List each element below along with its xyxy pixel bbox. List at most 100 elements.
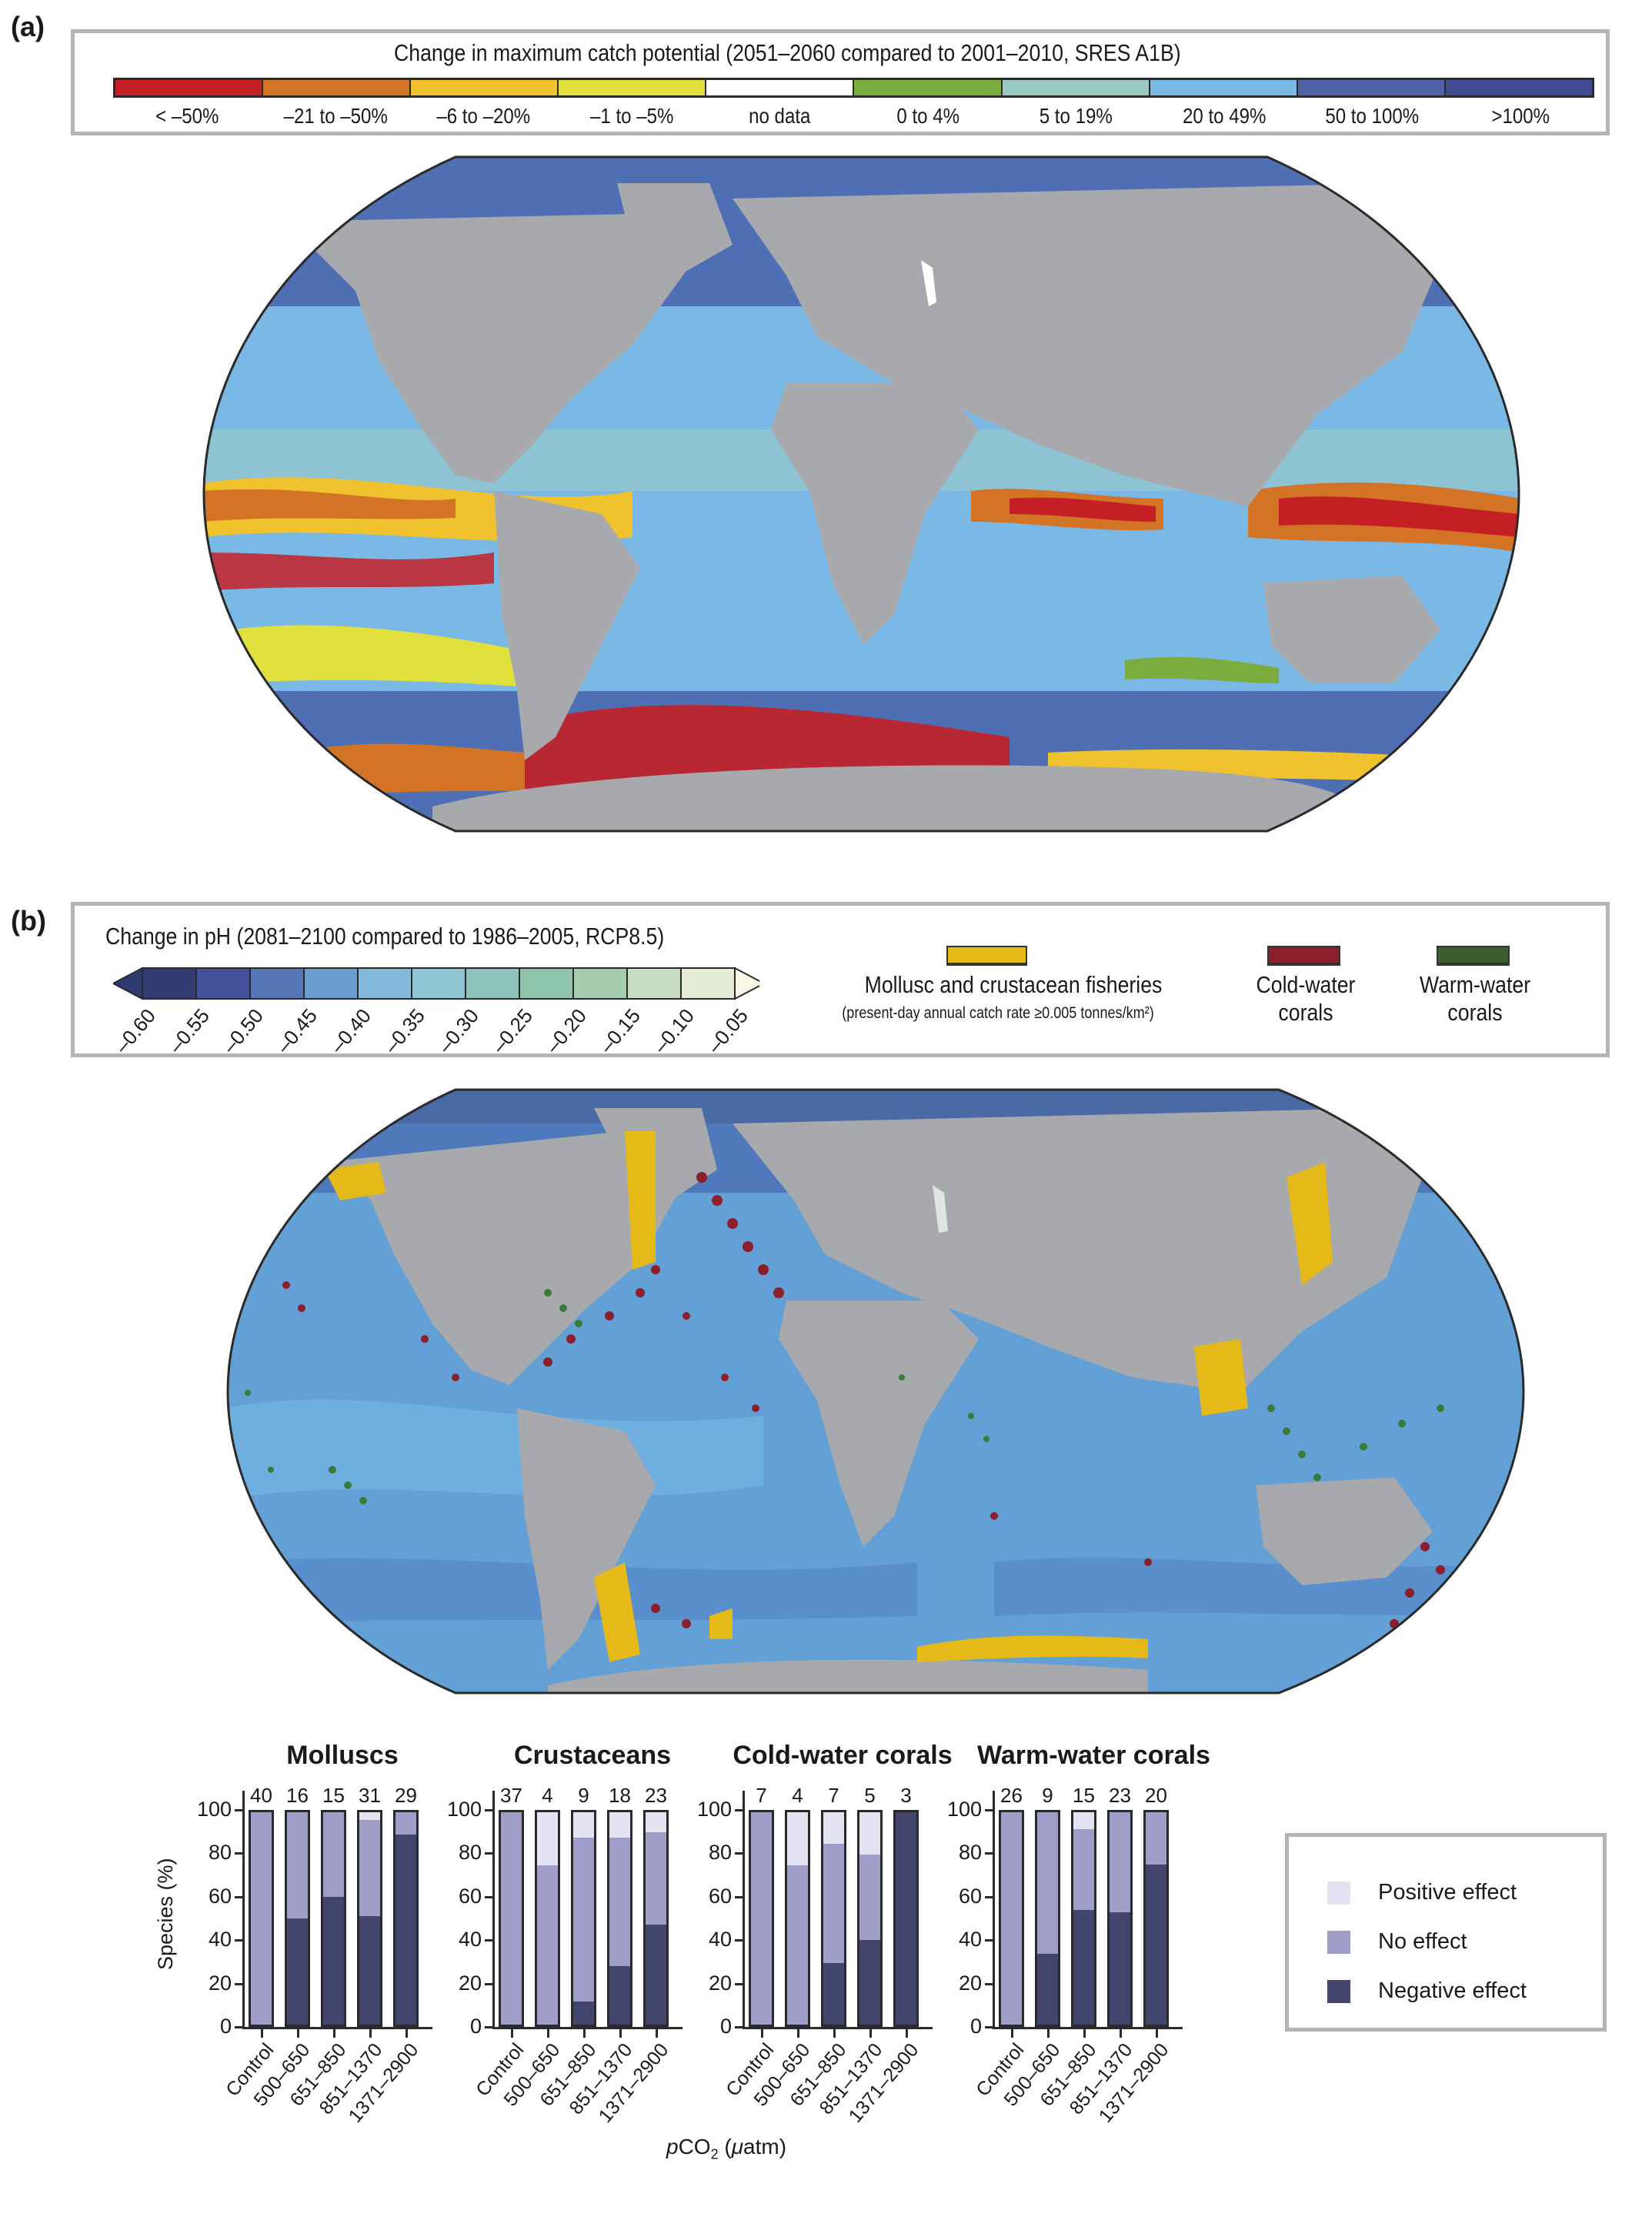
positive-effect-label: Positive effect bbox=[1378, 1880, 1517, 1905]
sample-size-label: 7 bbox=[828, 1784, 839, 1807]
bar-segment bbox=[859, 1855, 880, 1940]
y-tick bbox=[985, 1852, 993, 1855]
bar-segment bbox=[395, 1812, 416, 1835]
y-tick-label: 100 bbox=[946, 1798, 982, 1821]
catch-colorbar-segment bbox=[706, 80, 855, 95]
y-tick-label: 20 bbox=[458, 1971, 482, 1995]
sample-size-label: 7 bbox=[756, 1784, 767, 1807]
sample-size-label: 37 bbox=[500, 1784, 522, 1807]
catch-colorbar-labels: < –50% –21 to –50% –6 to –20% –1 to –5% no d… bbox=[113, 104, 1594, 129]
ph-tick-label: –0.10 bbox=[649, 1004, 699, 1058]
cold-water-coral-label-2: corals bbox=[1278, 999, 1333, 1026]
catch-colorbar-label: no data bbox=[749, 104, 811, 128]
bar-segment bbox=[823, 1812, 844, 1845]
fisheries-swatch bbox=[946, 946, 1027, 966]
ph-tick-label: –0.60 bbox=[110, 1004, 160, 1058]
y-tick-label: 40 bbox=[458, 1928, 482, 1952]
warm-water-coral-swatch bbox=[1437, 946, 1510, 966]
y-tick bbox=[735, 2026, 743, 2028]
stacked-bar bbox=[1035, 1810, 1060, 2027]
y-tick-label: 40 bbox=[958, 1928, 982, 1952]
bar-segment bbox=[787, 1865, 808, 2025]
stacked-bar bbox=[785, 1810, 810, 2027]
cold-water-coral-label-1: Cold-water bbox=[1256, 971, 1356, 998]
catch-colorbar-label: –6 to –20% bbox=[436, 104, 531, 128]
stacked-bar bbox=[749, 1810, 774, 2027]
x-tick bbox=[833, 2028, 836, 2038]
stacked-bar bbox=[499, 1810, 524, 2027]
ph-colorbar bbox=[113, 967, 759, 1000]
catch-colorbar-label: –21 to –50% bbox=[283, 104, 388, 128]
x-tick bbox=[405, 2028, 408, 2038]
y-tick bbox=[735, 1852, 743, 1855]
sample-size-label: 26 bbox=[1000, 1784, 1023, 1807]
x-tick bbox=[332, 2028, 335, 2038]
bar-segment bbox=[751, 1812, 772, 2025]
chart-title: Molluscs bbox=[286, 1741, 399, 1770]
bar-segment bbox=[1146, 1812, 1166, 1865]
bar-segment bbox=[609, 1838, 630, 1967]
sample-size-label: 15 bbox=[1073, 1784, 1095, 1807]
y-tick bbox=[985, 1809, 993, 1811]
y-tick bbox=[735, 1809, 743, 1811]
sample-size-label: 3 bbox=[900, 1784, 912, 1807]
stacked-bar bbox=[999, 1810, 1024, 2027]
y-tick bbox=[235, 2026, 242, 2028]
stacked-bar bbox=[285, 1810, 310, 2027]
x-axis bbox=[242, 2027, 432, 2029]
x-tick bbox=[905, 2028, 908, 2038]
y-tick-label: 80 bbox=[708, 1841, 732, 1865]
y-axis bbox=[993, 1791, 995, 2027]
ph-legend-box: Change in pH (2081–2100 compared to 1986… bbox=[71, 902, 1610, 1057]
stacked-bar bbox=[821, 1810, 846, 2027]
catch-colorbar-label: < –50% bbox=[155, 104, 219, 128]
catch-potential-map bbox=[202, 152, 1521, 836]
x-tick bbox=[760, 2028, 763, 2038]
y-tick bbox=[485, 1982, 492, 1985]
sample-size-label: 9 bbox=[578, 1784, 589, 1807]
y-tick-label: 60 bbox=[208, 1884, 232, 1908]
catch-colorbar-segment bbox=[1150, 80, 1298, 95]
bar-segment bbox=[896, 1812, 916, 2025]
catch-legend-title: Change in maximum catch potential (2051–… bbox=[394, 39, 1181, 66]
x-tick bbox=[619, 2028, 622, 2038]
x-tick bbox=[546, 2028, 549, 2038]
y-tick bbox=[735, 1895, 743, 1898]
y-tick-label: 100 bbox=[696, 1798, 732, 1821]
ph-tick-label: –0.25 bbox=[487, 1004, 537, 1058]
bar-segment bbox=[395, 1834, 416, 2025]
catch-colorbar-label: 0 to 4% bbox=[896, 104, 959, 128]
stacked-bar bbox=[535, 1810, 560, 2027]
catch-colorbar-segment bbox=[263, 80, 412, 95]
catch-colorbar-label: >100% bbox=[1490, 104, 1550, 128]
y-tick bbox=[485, 1809, 492, 1811]
y-tick bbox=[735, 1982, 743, 1985]
y-tick-label: 40 bbox=[708, 1928, 732, 1952]
y-tick-label: 40 bbox=[208, 1928, 232, 1952]
y-tick-label: 60 bbox=[458, 1884, 482, 1908]
y-tick bbox=[735, 1939, 743, 1942]
stacked-bar bbox=[249, 1810, 274, 2027]
x-tick bbox=[1083, 2028, 1086, 2038]
sample-size-label: 5 bbox=[864, 1784, 876, 1807]
stacked-bar bbox=[643, 1810, 669, 2027]
x-axis bbox=[993, 2027, 1183, 2029]
ph-tick-label: –0.45 bbox=[272, 1004, 322, 1058]
bar-segment bbox=[359, 1819, 380, 1917]
negative-effect-swatch bbox=[1327, 1979, 1350, 2003]
x-tick bbox=[260, 2028, 263, 2038]
catch-colorbar-segment bbox=[411, 80, 559, 95]
bar-segment bbox=[646, 1832, 666, 1925]
y-tick-label: 80 bbox=[208, 1841, 232, 1865]
fisheries-label: Mollusc and crustacean fisheries bbox=[864, 971, 1163, 998]
sample-size-label: 18 bbox=[609, 1784, 631, 1807]
y-tick-label: 0 bbox=[970, 2015, 982, 2038]
x-tick bbox=[655, 2028, 658, 2038]
x-tick bbox=[369, 2028, 372, 2038]
sample-size-label: 4 bbox=[542, 1784, 553, 1807]
bar-segment bbox=[1037, 1812, 1058, 1954]
y-axis bbox=[743, 1791, 745, 2027]
y-tick bbox=[235, 1982, 242, 1985]
cold-water-coral-swatch bbox=[1267, 946, 1340, 966]
fisheries-sublabel: (present-day annual catch rate ≥0.005 to… bbox=[842, 1004, 1154, 1022]
